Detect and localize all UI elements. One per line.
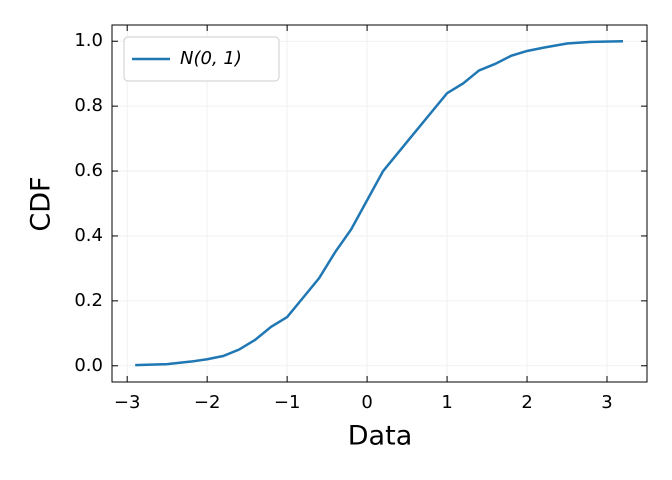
data-line xyxy=(135,39,624,367)
plot-frame xyxy=(111,24,648,383)
x-axis-label: Data xyxy=(348,421,412,452)
y-tick-label: 0.2 xyxy=(74,290,103,311)
x-tick-label: 0 xyxy=(361,392,372,413)
y-axis-label: CDF xyxy=(26,176,57,231)
y-tick-label: 1.0 xyxy=(74,30,103,51)
x-tick-label: −2 xyxy=(194,392,221,413)
x-tick-label: 3 xyxy=(601,392,612,413)
y-tick-label: 0.4 xyxy=(74,225,103,246)
legend-label: N(0, 1) xyxy=(180,48,242,69)
y-tick-label: 0.8 xyxy=(74,95,103,116)
x-tick-label: 2 xyxy=(521,392,532,413)
y-tick-label: 0.6 xyxy=(74,160,103,181)
y-tick-label: 0.0 xyxy=(74,355,103,376)
legend-box xyxy=(123,36,280,82)
x-tick-label: −3 xyxy=(114,392,141,413)
x-tick-label: 1 xyxy=(441,392,452,413)
x-tick-label: −1 xyxy=(274,392,301,413)
